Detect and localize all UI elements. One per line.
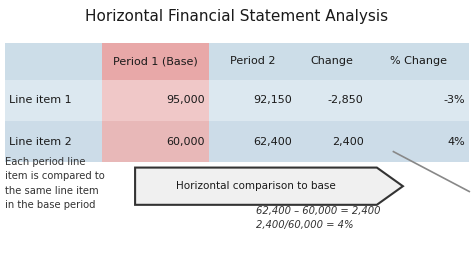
- Bar: [5, 80, 469, 121]
- Text: 2,400: 2,400: [332, 137, 364, 147]
- Text: Line item 2: Line item 2: [9, 137, 71, 147]
- Text: For example
62,400 – 60,000 = 2,400
2,400/60,000 = 4%: For example 62,400 – 60,000 = 2,400 2,40…: [256, 192, 381, 230]
- Text: Period 2: Period 2: [230, 56, 275, 66]
- Text: % Change: % Change: [390, 56, 447, 66]
- Text: 92,150: 92,150: [254, 95, 292, 105]
- Text: 60,000: 60,000: [166, 137, 205, 147]
- Text: -2,850: -2,850: [328, 95, 364, 105]
- Text: Period 1 (Base): Period 1 (Base): [113, 56, 198, 66]
- Bar: [5, 43, 469, 80]
- Text: 95,000: 95,000: [166, 95, 205, 105]
- Text: 4%: 4%: [448, 137, 465, 147]
- Text: Each period line
item is compared to
the same line item
in the base period: Each period line item is compared to the…: [5, 157, 104, 210]
- Bar: [5, 121, 469, 162]
- Text: 62,400: 62,400: [254, 137, 292, 147]
- Text: Line item 1: Line item 1: [9, 95, 71, 105]
- Text: Change: Change: [310, 56, 353, 66]
- Text: -3%: -3%: [444, 95, 465, 105]
- Polygon shape: [135, 168, 403, 205]
- Text: Horizontal comparison to base: Horizontal comparison to base: [176, 181, 336, 191]
- Bar: [102, 43, 209, 80]
- Text: Horizontal Financial Statement Analysis: Horizontal Financial Statement Analysis: [85, 9, 389, 24]
- Bar: [102, 80, 209, 121]
- Bar: [102, 121, 209, 162]
